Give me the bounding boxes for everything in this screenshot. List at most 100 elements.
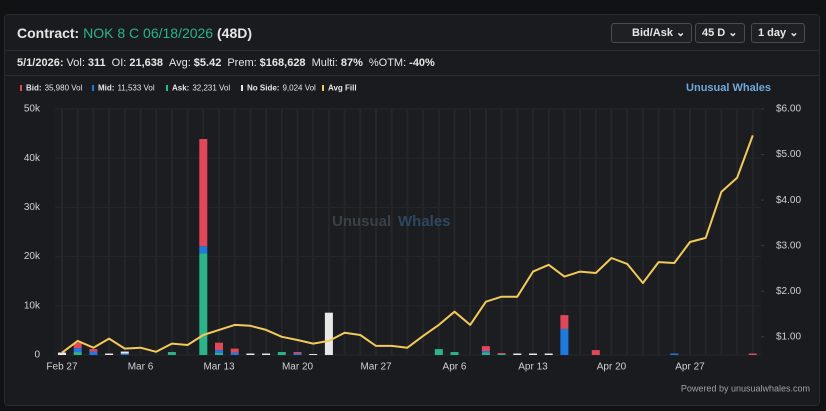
y-tick-label: 30k — [24, 202, 41, 213]
button-text: 1 day — [758, 27, 787, 39]
legend-swatch — [241, 85, 243, 91]
y-tick-label: 10k — [24, 300, 41, 311]
y-tick-label: 0 — [34, 350, 40, 361]
legend-label: Bid: 35,980 Vol — [26, 84, 83, 93]
info-label: %OTM: — [368, 57, 407, 69]
legend-name: No Side: — [247, 84, 279, 93]
bar-segment — [560, 328, 569, 355]
legend-total: 11,533 Vol — [117, 84, 154, 93]
x-tick-label: Apr 13 — [518, 362, 548, 373]
bar-segment — [215, 350, 223, 354]
button-text: 45 D — [702, 27, 726, 39]
bar-segment — [309, 354, 318, 355]
mode-button[interactable]: Bid/Ask ⌄ — [611, 23, 693, 43]
info-item: Multi: 87% — [312, 57, 363, 69]
info-label: Prem: — [227, 57, 257, 69]
x-tick-label: Mar 27 — [360, 362, 392, 373]
separator — [5, 75, 819, 76]
bar-segment — [199, 139, 208, 247]
info-item: OI: 21,638 — [112, 57, 163, 69]
bar-segment — [481, 351, 490, 353]
button-text: Bid/Ask — [632, 27, 673, 39]
legend-label: Ask: 32,231 Vol — [172, 84, 230, 93]
bar-segment — [215, 353, 223, 355]
bar-segment — [481, 352, 490, 355]
x-tick-label: Mar 20 — [282, 362, 314, 373]
legend-label: Mid: 11,533 Vol — [98, 84, 155, 93]
bar-segment — [199, 253, 208, 355]
bar-segment — [324, 312, 333, 355]
header: Contract: NOK 8 C 06/18/2026 (48D) Bid/A… — [5, 15, 819, 51]
y2-tick-label: $3.00 — [776, 240, 801, 251]
info-label: Vol: — [66, 57, 85, 69]
legend-swatch — [166, 85, 168, 91]
y2-tick-label: $6.00 — [776, 104, 801, 115]
legend-total: 35,980 Vol — [45, 84, 83, 93]
bar-segment — [230, 352, 239, 355]
bar-segment — [513, 353, 522, 355]
x-tick-label: Feb 27 — [46, 362, 78, 373]
watermark: Whales — [398, 213, 451, 230]
bar-segment — [58, 352, 66, 355]
info-value: 21,638 — [129, 57, 163, 69]
bar-segment — [293, 352, 302, 354]
info-item: Avg: $5.42 — [169, 57, 221, 69]
range-button[interactable]: 45 D ⌄ — [695, 23, 745, 43]
legend-name: Bid: — [26, 84, 42, 93]
legend-label: No Side: 9,024 Vol — [247, 84, 316, 93]
bar-segment — [748, 353, 757, 355]
bar-segment — [120, 351, 129, 354]
bar-segment — [293, 353, 302, 355]
title: Contract: NOK 8 C 06/18/2026 (48D) — [17, 25, 252, 41]
bar-segment — [120, 353, 129, 355]
info-item: Vol: 311 — [67, 57, 106, 69]
y2-tick-label: $5.00 — [776, 149, 801, 160]
bar-segment — [89, 349, 98, 352]
bar-segment — [230, 348, 239, 353]
bar-segment — [246, 353, 255, 355]
x-tick-label: Mar 13 — [203, 362, 235, 373]
bar-segment — [199, 246, 208, 254]
bar-segment — [434, 349, 443, 355]
bar-segment — [73, 352, 82, 355]
x-tick-label: Apr 27 — [675, 362, 705, 373]
info-value: $5.42 — [193, 57, 222, 69]
bar-segment — [560, 315, 569, 329]
bar-segment — [497, 353, 506, 355]
bar-segment — [497, 354, 506, 355]
title-label: Contract: — [17, 25, 80, 41]
y2-tick-label: $2.00 — [776, 286, 801, 297]
info-value: $168,628 — [259, 57, 306, 69]
legend-swatch — [322, 85, 324, 91]
legend-name: Ask: — [172, 84, 189, 93]
x-tick-label: Apr 20 — [597, 362, 627, 373]
days: (48D) — [217, 25, 253, 41]
avg-fill-line — [61, 135, 754, 354]
contract: NOK 8 C 06/18/2026 — [83, 25, 214, 41]
legend-name: Mid: — [98, 84, 114, 93]
y2-tick-label: $1.00 — [776, 331, 801, 342]
interval-button[interactable]: 1 day ⌄ — [751, 23, 806, 43]
bar-segment — [89, 351, 98, 355]
brand: Unusual Whales — [686, 82, 771, 94]
bar-segment — [591, 350, 600, 355]
info-value: 311 — [87, 57, 106, 69]
info-date: 5/1/2026: — [17, 57, 64, 69]
bar-segment — [481, 346, 490, 352]
legend-swatch — [92, 85, 94, 91]
info-label: Avg: — [168, 57, 191, 69]
legend-total: 32,231 Vol — [192, 84, 230, 93]
x-tick-label: Mar 6 — [128, 362, 154, 373]
y-tick-label: 20k — [24, 251, 41, 262]
bar-segment — [167, 352, 176, 355]
watermark: Unusual — [332, 213, 391, 230]
info-label: Multi: — [311, 57, 338, 69]
info-label: OI: — [111, 57, 127, 69]
bar-segment — [670, 353, 679, 355]
legend-label: Avg Fill — [328, 84, 357, 93]
bar-segment — [105, 353, 114, 355]
bar-segment — [215, 342, 223, 351]
bar-segment — [544, 353, 553, 355]
